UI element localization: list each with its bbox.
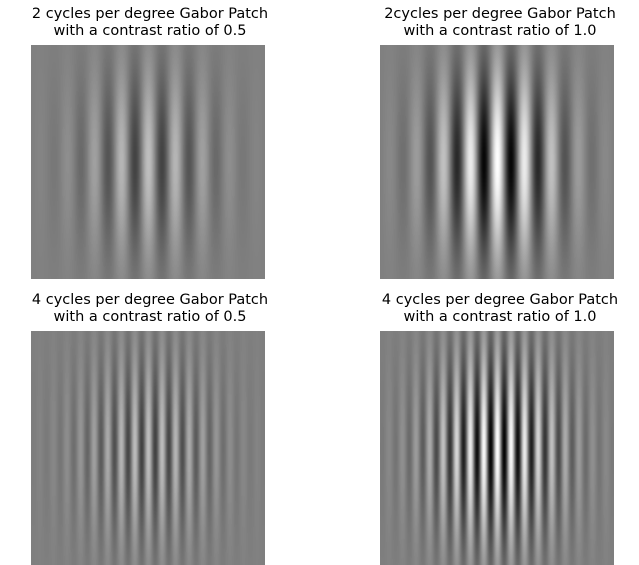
panel-title: 2 cycles per degree Gabor Patch with a c… (0, 6, 300, 40)
panel-title-line-2: with a contrast ratio of 0.5 (53, 309, 247, 325)
panel-title-line-1: 4 cycles per degree Gabor Patch (381, 292, 619, 308)
panel-title-line-2: with a contrast ratio of 1.0 (403, 23, 597, 39)
panel-title-line-1: 2cycles per degree Gabor Patch (384, 6, 616, 22)
gabor-patch-canvas (380, 331, 614, 565)
panel-title: 4 cycles per degree Gabor Patch with a c… (350, 292, 639, 326)
panel-title-line-2: with a contrast ratio of 1.0 (403, 309, 597, 325)
panel-title-line-1: 4 cycles per degree Gabor Patch (31, 292, 269, 308)
gabor-patch-canvas (31, 45, 265, 279)
panel-title-line-2: with a contrast ratio of 0.5 (53, 23, 247, 39)
gabor-patch-image (31, 45, 265, 279)
gabor-patch-image (31, 331, 265, 565)
gabor-patch-image (380, 45, 614, 279)
panel-title-line-1: 2 cycles per degree Gabor Patch (31, 6, 269, 22)
panel-title: 2cycles per degree Gabor Patch with a co… (350, 6, 639, 40)
gabor-patch-image (380, 331, 614, 565)
gabor-patch-canvas (31, 331, 265, 565)
gabor-patch-canvas (380, 45, 614, 279)
panel-title: 4 cycles per degree Gabor Patch with a c… (0, 292, 300, 326)
